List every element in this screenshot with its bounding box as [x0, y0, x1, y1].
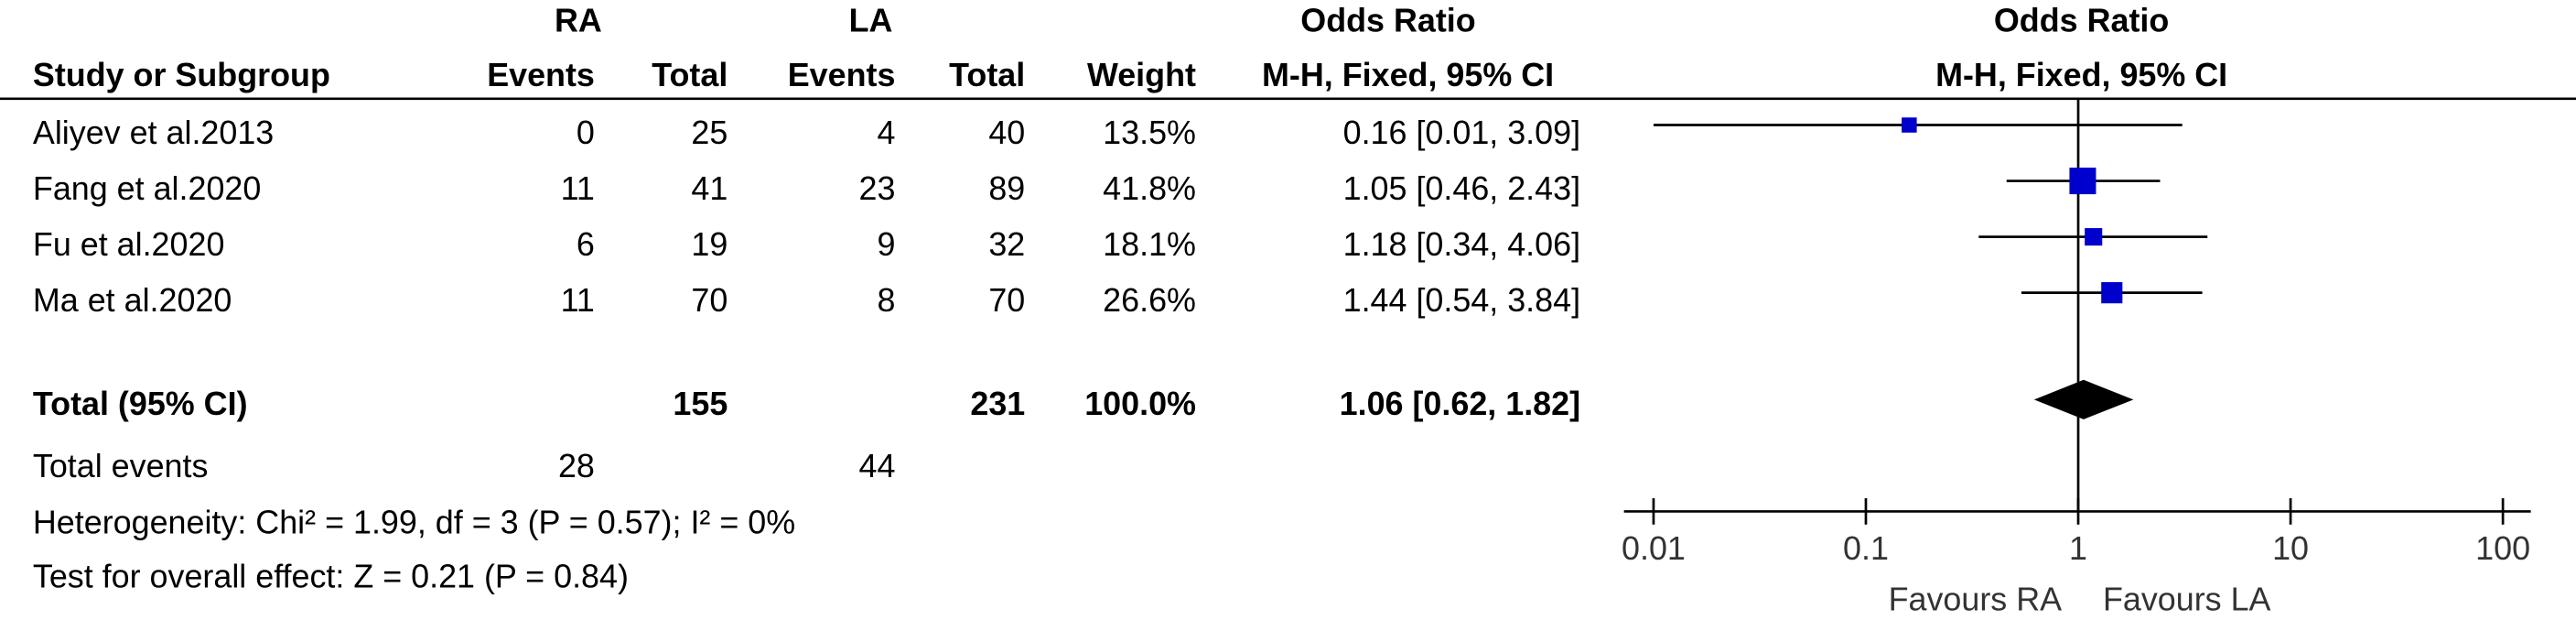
study-marker: [1902, 117, 1917, 133]
effect-header: Odds Ratio: [1300, 3, 1475, 39]
or-cell: 1.18 [0.34, 4.06]: [1343, 226, 1580, 263]
column-header: Total: [652, 57, 728, 93]
x-tick-label: 10: [2272, 530, 2309, 567]
cell: 25: [691, 114, 728, 151]
study-marker: [2085, 228, 2103, 246]
column-header: Events: [788, 57, 896, 93]
plot-method-header: M-H, Fixed, 95% CI: [1935, 57, 2227, 93]
cell: 8: [877, 282, 895, 319]
study-name: Fang et al.2020: [33, 170, 261, 207]
cell: 23: [859, 170, 896, 207]
cell: 70: [988, 282, 1025, 319]
cell: 70: [691, 282, 728, 319]
cell: 19: [691, 226, 728, 263]
total-cell: 231: [970, 386, 1025, 422]
x-tick-label: 0.01: [1622, 530, 1686, 567]
study-marker: [2069, 168, 2096, 195]
study-name: Ma et al.2020: [33, 282, 232, 319]
cell: 9: [877, 226, 895, 263]
total-events: 28: [558, 448, 595, 484]
total-events-label: Total events: [33, 448, 209, 484]
study-name: Aliyev et al.2013: [33, 114, 274, 151]
cell: 0: [577, 114, 595, 151]
weight-cell: 18.1%: [1103, 226, 1196, 263]
cell: 40: [988, 114, 1025, 151]
group-header: RA: [555, 3, 602, 39]
cell: 89: [988, 170, 1025, 207]
total-name: Total (95% CI): [33, 386, 248, 422]
total-weight: 100.0%: [1084, 386, 1196, 422]
cell: 41: [691, 170, 728, 207]
group-header: LA: [849, 3, 893, 39]
cell: 11: [561, 282, 595, 319]
cell: 4: [877, 114, 895, 151]
column-header: Study or Subgroup: [33, 57, 330, 93]
or-cell: 1.05 [0.46, 2.43]: [1343, 170, 1580, 207]
weight-cell: 26.6%: [1103, 282, 1196, 319]
x-tick-label: 100: [2475, 530, 2530, 567]
column-header: Events: [487, 57, 595, 93]
weight-cell: 13.5%: [1103, 114, 1196, 151]
favours-label: Favours RA: [1889, 582, 2063, 618]
weight-cell: 41.8%: [1103, 170, 1196, 207]
total-cell: 155: [673, 386, 728, 422]
column-header: Total: [949, 57, 1025, 93]
cell: 6: [577, 226, 595, 263]
study-name: Fu et al.2020: [33, 226, 225, 263]
x-tick-label: 1: [2069, 530, 2087, 567]
cell: 32: [988, 226, 1025, 263]
total-diamond: [2033, 379, 2134, 419]
column-header: Weight: [1087, 57, 1196, 93]
total-or: 1.06 [0.62, 1.82]: [1340, 386, 1580, 422]
heterogeneity: Heterogeneity: Chi² = 1.99, df = 3 (P = …: [33, 504, 795, 540]
method-header: M-H, Fixed, 95% CI: [1262, 57, 1554, 93]
cell: 11: [561, 170, 595, 207]
total-events: 44: [859, 448, 896, 484]
study-marker: [2101, 282, 2123, 304]
favours-label: Favours LA: [2103, 582, 2271, 618]
or-cell: 1.44 [0.54, 3.84]: [1343, 282, 1580, 319]
overall-effect: Test for overall effect: Z = 0.21 (P = 0…: [33, 559, 629, 595]
or-cell: 0.16 [0.01, 3.09]: [1343, 114, 1580, 151]
plot-header: Odds Ratio: [1994, 3, 2169, 39]
x-tick-label: 0.1: [1843, 530, 1889, 567]
